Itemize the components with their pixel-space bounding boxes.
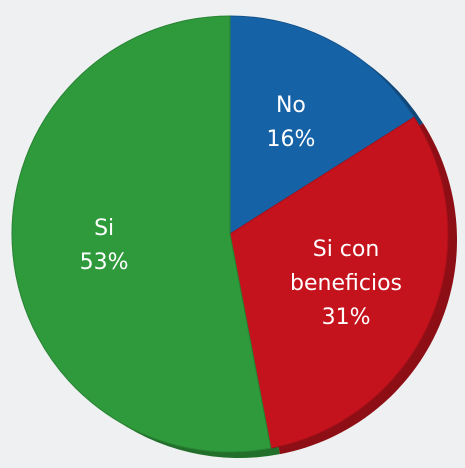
slice: [11, 15, 272, 453]
slice-name: No: [275, 93, 306, 119]
slice-value: 16%: [266, 127, 316, 153]
slice: [229, 15, 415, 235]
slice-name: Si con beneficios: [290, 237, 403, 297]
slice-label: Si 53%: [39, 212, 169, 280]
slice-value: 53%: [79, 249, 129, 275]
slice-label: Si con beneficios 31%: [281, 233, 411, 335]
slice-value: 31%: [321, 305, 371, 331]
slice-name: Si: [94, 215, 115, 241]
slice-label: No 16%: [226, 89, 356, 157]
slice: [229, 116, 449, 449]
